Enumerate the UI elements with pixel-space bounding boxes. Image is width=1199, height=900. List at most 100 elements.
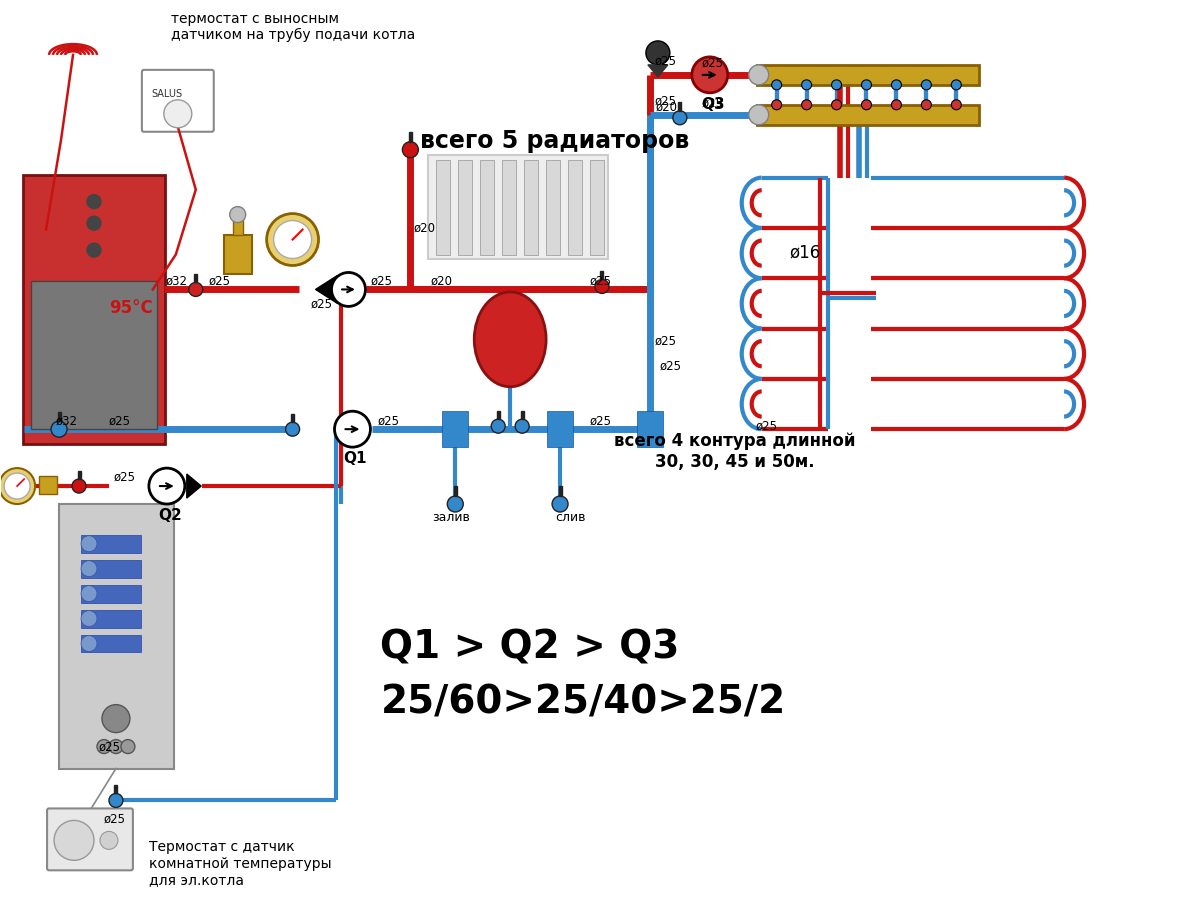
Bar (428, 155, 608, 259)
Bar (590, 159, 604, 255)
Circle shape (832, 80, 842, 90)
Circle shape (54, 821, 94, 860)
Bar (547, 411, 573, 447)
Text: ø25: ø25 (311, 297, 332, 310)
Bar (224, 235, 252, 274)
Circle shape (862, 80, 872, 90)
Text: ø25: ø25 (659, 359, 682, 373)
Circle shape (552, 496, 568, 512)
Circle shape (516, 419, 529, 433)
Circle shape (100, 832, 118, 850)
Circle shape (82, 586, 97, 601)
Circle shape (230, 207, 246, 222)
Circle shape (52, 421, 67, 437)
Bar (757, 65, 980, 85)
Bar (59, 504, 174, 769)
Bar (568, 159, 582, 255)
Text: SALUS: SALUS (152, 89, 183, 99)
Bar (436, 159, 451, 255)
Circle shape (921, 100, 932, 110)
Text: ø25: ø25 (109, 414, 131, 427)
Text: ø25: ø25 (378, 414, 399, 427)
Text: ø16: ø16 (790, 244, 821, 262)
Bar (546, 159, 560, 255)
Circle shape (447, 496, 463, 512)
Circle shape (802, 80, 812, 90)
Text: ø32: ø32 (56, 414, 78, 427)
Bar (458, 159, 472, 255)
Text: Термостат с датчик
комнатной температуры
для эл.котла: Термостат с датчик комнатной температуры… (149, 841, 331, 886)
Circle shape (149, 468, 185, 504)
Text: ø25: ø25 (655, 55, 677, 68)
Circle shape (646, 40, 670, 65)
Circle shape (164, 100, 192, 128)
Text: ø25: ø25 (100, 741, 121, 753)
Bar (679, 103, 681, 111)
Text: ø25: ø25 (655, 94, 677, 108)
Bar (442, 411, 469, 447)
Circle shape (0, 468, 35, 504)
Bar (601, 271, 603, 280)
Circle shape (772, 80, 782, 90)
Circle shape (273, 220, 312, 258)
Bar (78, 471, 80, 479)
Text: всего 4 контура длинной
30, 30, 45 и 50м.: всего 4 контура длинной 30, 30, 45 и 50м… (614, 432, 856, 471)
Text: залив: залив (433, 511, 470, 524)
Text: ø20: ø20 (414, 221, 435, 235)
Text: слив: слив (555, 511, 585, 524)
Circle shape (82, 635, 97, 652)
Circle shape (862, 100, 872, 110)
Circle shape (109, 740, 123, 753)
Text: Q1: Q1 (343, 451, 367, 466)
Bar (40, 476, 58, 494)
Bar (31, 281, 157, 429)
Text: Q1 > Q2 > Q3: Q1 > Q2 > Q3 (380, 629, 680, 667)
Circle shape (595, 280, 609, 293)
Text: ø25: ø25 (590, 414, 611, 427)
Bar (82, 634, 141, 652)
Circle shape (951, 80, 962, 90)
Bar (23, 175, 164, 444)
Bar (291, 414, 294, 422)
Circle shape (88, 194, 101, 209)
Text: Q2: Q2 (158, 508, 181, 523)
Text: ø25: ø25 (701, 57, 724, 70)
Bar (409, 132, 412, 141)
Circle shape (335, 411, 370, 447)
Circle shape (82, 536, 97, 552)
Bar (520, 410, 524, 419)
Text: ø25: ø25 (370, 274, 392, 287)
Circle shape (673, 111, 687, 125)
Bar (502, 159, 516, 255)
Circle shape (72, 479, 86, 493)
Circle shape (88, 243, 101, 257)
Bar (82, 560, 141, 578)
Circle shape (921, 80, 932, 90)
Bar (82, 585, 141, 603)
Bar (82, 535, 141, 553)
Bar (481, 159, 494, 255)
Circle shape (97, 740, 112, 753)
Text: ø25: ø25 (655, 334, 677, 347)
Bar (496, 410, 500, 419)
Circle shape (121, 740, 135, 753)
Text: Q3: Q3 (700, 97, 724, 112)
Circle shape (88, 216, 101, 230)
Polygon shape (315, 275, 337, 303)
Bar (757, 104, 980, 125)
Text: ø32: ø32 (165, 274, 188, 287)
Circle shape (748, 65, 769, 85)
Circle shape (951, 100, 962, 110)
Bar (114, 785, 118, 794)
Circle shape (492, 419, 505, 433)
Circle shape (102, 705, 129, 733)
Circle shape (692, 57, 728, 93)
Text: ø20: ø20 (656, 101, 677, 113)
Text: ø25: ø25 (590, 274, 611, 287)
Circle shape (748, 104, 769, 125)
Text: ø25: ø25 (114, 471, 135, 484)
Text: 25/60>25/40>25/2: 25/60>25/40>25/2 (380, 684, 785, 722)
Bar (82, 609, 141, 627)
Bar (233, 217, 242, 235)
Circle shape (109, 794, 123, 807)
